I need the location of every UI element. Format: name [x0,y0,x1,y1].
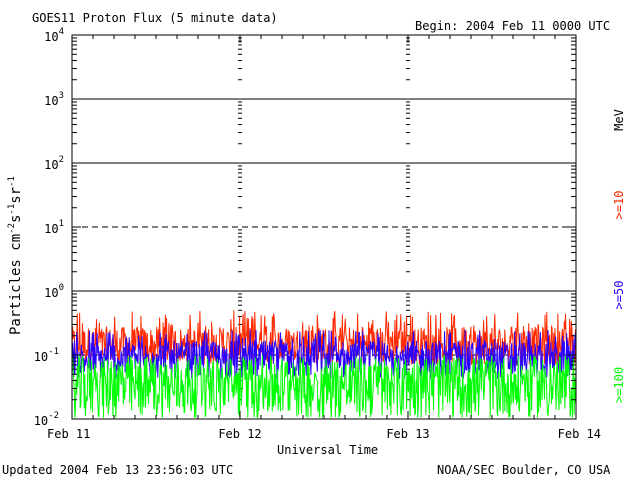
legend-item: >=100 [612,367,626,403]
x-tick-label: Feb 12 [218,427,261,441]
y-tick-label: 104 [44,27,64,44]
y-axis-label: Particles cm-2s-1sr-1 [7,176,24,335]
credit-text: NOAA/SEC Boulder, CO USA [437,463,611,477]
series-line-2 [71,329,577,380]
y-tick-label: 100 [44,283,64,300]
x-tick-label: Feb 14 [558,427,601,441]
y-tick-label: 102 [44,155,64,172]
legend-item: >=10 [612,191,626,220]
begin-time: Begin: 2004 Feb 11 0000 UTC [415,19,610,33]
series-layer [71,310,577,419]
chart-title: GOES11 Proton Flux (5 minute data) [32,11,278,25]
y-tick-label: 10-2 [34,411,59,428]
legend-item: >=50 [612,281,626,310]
legend: MeV >=10 >=50 >=100 [612,109,626,403]
series-line-3 [71,354,577,419]
y-tick-label: 103 [44,91,64,108]
x-axis-label: Universal Time [277,443,378,457]
y-tick-label: 101 [44,219,64,236]
updated-timestamp: Updated 2004 Feb 13 23:56:03 UTC [2,463,233,477]
x-tick-label: Feb 11 [47,427,90,441]
legend-unit: MeV [612,109,626,131]
y-tick-label: 10-1 [34,347,59,364]
x-tick-label: Feb 13 [386,427,429,441]
